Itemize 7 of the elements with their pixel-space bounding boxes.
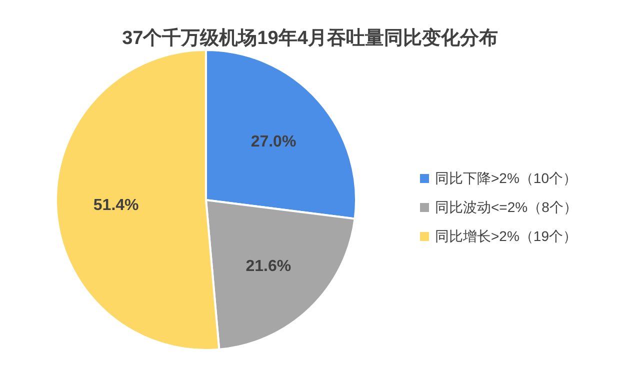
- legend-label: 同比下降>2%（10个）: [435, 170, 577, 186]
- legend-label: 同比波动<=2%（8个）: [435, 199, 578, 215]
- data-label: 51.4%: [93, 196, 139, 214]
- legend-label: 同比增长>2%（19个）: [435, 228, 577, 244]
- data-label: 27.0%: [250, 133, 296, 150]
- chart-title: 37个千万级机场19年4月吞吐量同比变化分布: [122, 27, 498, 49]
- data-label: 21.6%: [246, 258, 292, 275]
